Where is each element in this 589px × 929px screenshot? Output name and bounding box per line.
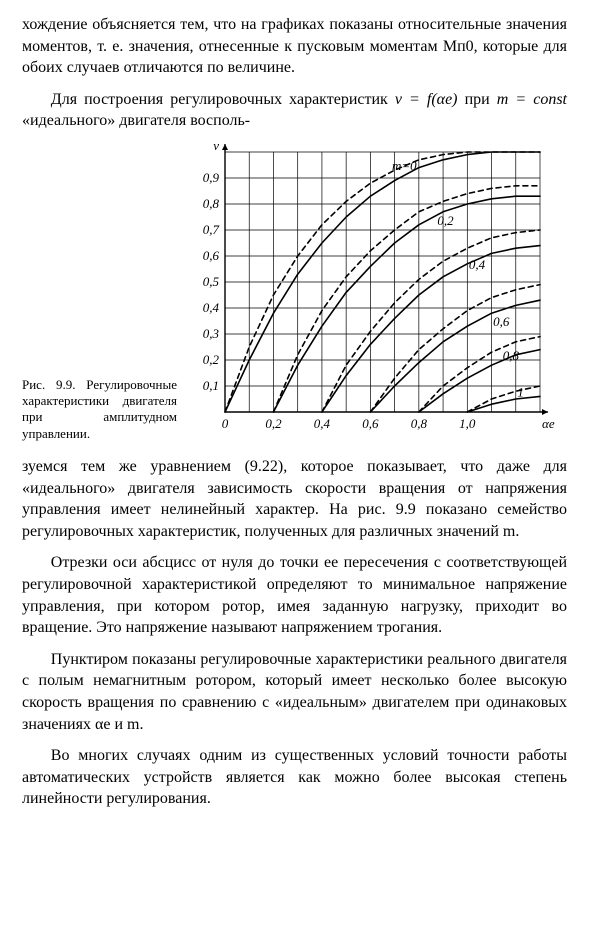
svg-text:0,4: 0,4 (469, 257, 486, 272)
p2-text-a: Для построения регулировочных характерис… (51, 91, 395, 108)
svg-text:0,6: 0,6 (493, 314, 510, 329)
paragraph-2: Для построения регулировочных характерис… (22, 89, 567, 132)
svg-text:0,6: 0,6 (362, 416, 379, 431)
p2-formula-1: ν = f(αe) (395, 91, 458, 108)
svg-text:0,1: 0,1 (203, 378, 219, 393)
svg-text:0: 0 (222, 416, 229, 431)
svg-text:0,8: 0,8 (203, 196, 220, 211)
svg-text:0,6: 0,6 (203, 248, 220, 263)
p2-text-e: «идеального» двигателя восполь- (22, 112, 250, 129)
paragraph-4: Отрезки оси абсцисс от нуля до точки ее … (22, 552, 567, 638)
figure-caption: Рис. 9.9. Регулировочные характеристики … (22, 377, 177, 442)
svg-text:0,3: 0,3 (203, 326, 220, 341)
svg-text:0,9: 0,9 (203, 170, 220, 185)
chart-svg: 0 0,2 0,4 0,6 0,8 1,0 0,1 0,2 0,3 0,4 0,5 0,6 0,7 0,8… (185, 142, 555, 442)
figure-9-9: Рис. 9.9. Регулировочные характеристики … (22, 142, 567, 442)
chart-container: 0 0,2 0,4 0,6 0,8 1,0 0,1 0,2 0,3 0,4 0,5 0,6 0,7 0,8… (185, 142, 567, 442)
svg-text:0,2: 0,2 (437, 213, 454, 228)
p2-formula-2: m = const (497, 91, 567, 108)
svg-text:αe: αe (542, 416, 555, 431)
svg-text:1: 1 (517, 384, 524, 399)
paragraph-1: хождение объясняется тем, что на графика… (22, 14, 567, 79)
svg-text:m=0: m=0 (392, 158, 417, 173)
svg-text:0,8: 0,8 (411, 416, 428, 431)
svg-text:ν: ν (213, 142, 219, 153)
paragraph-3: зуемся тем же уравнением (9.22), которое… (22, 456, 567, 542)
paragraph-6: Во многих случаях одним из существенных … (22, 745, 567, 810)
svg-text:0,2: 0,2 (203, 352, 220, 367)
svg-text:0,4: 0,4 (314, 416, 331, 431)
svg-text:0,7: 0,7 (203, 222, 220, 237)
svg-text:0,8: 0,8 (503, 348, 520, 363)
svg-text:0,4: 0,4 (203, 300, 220, 315)
p2-text-c: при (458, 91, 497, 108)
paragraph-5: Пунктиром показаны регулировочные характ… (22, 649, 567, 735)
svg-text:0,5: 0,5 (203, 274, 220, 289)
svg-text:0,2: 0,2 (265, 416, 282, 431)
svg-text:1,0: 1,0 (459, 416, 476, 431)
